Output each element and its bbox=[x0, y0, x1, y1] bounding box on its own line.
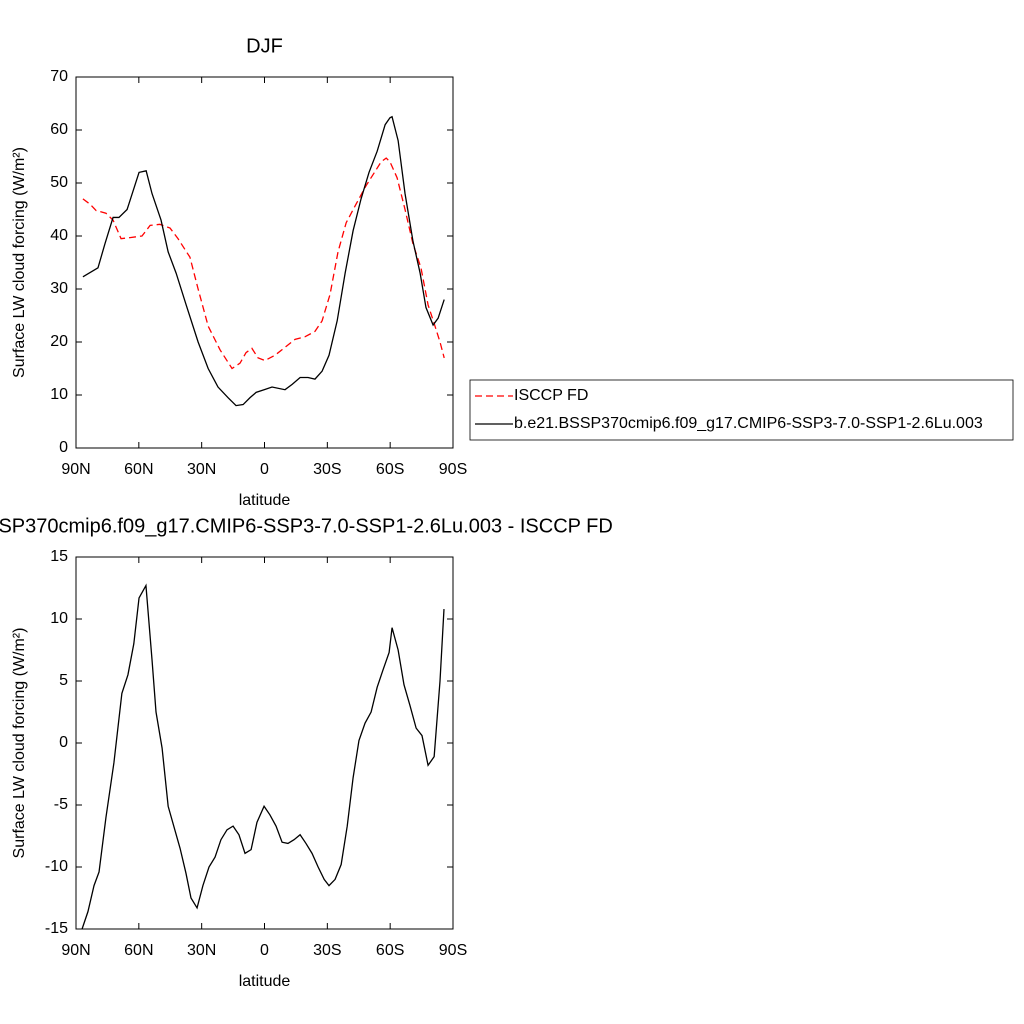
chart-title: b.e21.BSSP370cmip6.f09_g17.CMIP6-SSP3-7.… bbox=[0, 515, 613, 537]
y-tick-label: -15 bbox=[45, 920, 68, 937]
y-tick-label: 10 bbox=[50, 610, 68, 627]
y-tick-label: 10 bbox=[50, 386, 68, 403]
x-tick-label: 30N bbox=[187, 461, 216, 478]
y-tick-label: 40 bbox=[50, 227, 68, 244]
x-tick-label: 30N bbox=[187, 942, 216, 959]
plot-frame bbox=[75, 556, 454, 930]
x-tick-label: 90S bbox=[439, 942, 467, 959]
y-tick-label: 15 bbox=[50, 548, 68, 565]
chart-title: DJF bbox=[246, 35, 283, 57]
y-tick-label: -10 bbox=[45, 858, 68, 875]
legend-box bbox=[469, 379, 1014, 441]
x-tick-label: 30S bbox=[313, 942, 341, 959]
x-axis-label: latitude bbox=[239, 492, 291, 509]
x-tick-label: 30S bbox=[313, 461, 341, 478]
x-tick-label: 0 bbox=[260, 942, 269, 959]
data-line bbox=[81, 583, 445, 930]
y-tick-label: 0 bbox=[59, 734, 68, 751]
x-tick-label: 60S bbox=[376, 461, 404, 478]
x-tick-label: 60N bbox=[124, 461, 153, 478]
x-tick-label: 90N bbox=[61, 461, 90, 478]
legend-label: b.e21.BSSP370cmip6.f09_g17.CMIP6-SSP3-7.… bbox=[514, 415, 983, 432]
legend-label: ISCCP FD bbox=[514, 387, 588, 404]
x-axis-label: latitude bbox=[239, 973, 291, 990]
y-tick-label: 50 bbox=[50, 174, 68, 191]
y-axis-label: Surface LW cloud forcing (W/m²) bbox=[11, 147, 28, 378]
y-tick-label: 30 bbox=[50, 280, 68, 297]
data-line bbox=[82, 115, 445, 407]
x-tick-label: 90S bbox=[439, 461, 467, 478]
y-tick-label: 70 bbox=[50, 68, 68, 85]
x-tick-label: 0 bbox=[260, 461, 269, 478]
y-tick-label: 60 bbox=[50, 121, 68, 138]
data-line bbox=[82, 157, 445, 370]
y-tick-label: 20 bbox=[50, 333, 68, 350]
x-tick-label: 90N bbox=[61, 942, 90, 959]
y-axis-label: Surface LW cloud forcing (W/m²) bbox=[11, 628, 28, 859]
y-tick-label: -5 bbox=[54, 796, 68, 813]
x-tick-label: 60S bbox=[376, 942, 404, 959]
x-tick-label: 60N bbox=[124, 942, 153, 959]
y-tick-label: 5 bbox=[59, 672, 68, 689]
y-tick-label: 0 bbox=[59, 439, 68, 456]
